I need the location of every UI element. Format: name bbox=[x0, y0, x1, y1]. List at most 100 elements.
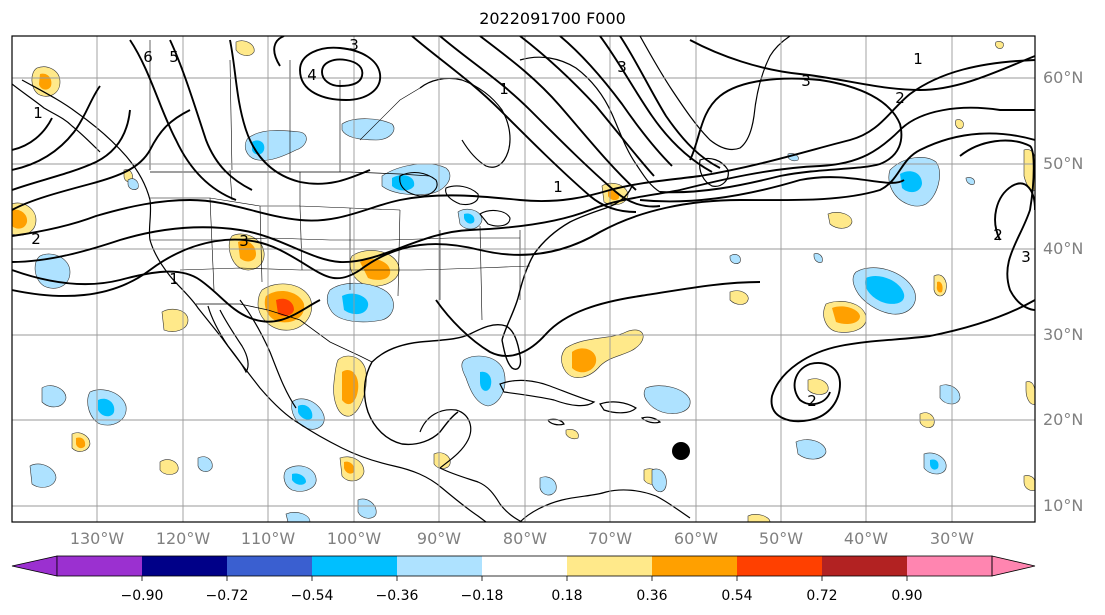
gulf-coastline bbox=[371, 324, 522, 370]
positive-patch bbox=[159, 459, 179, 475]
graticule bbox=[12, 36, 1035, 522]
contour-label: 3 bbox=[1021, 248, 1031, 266]
map-frame bbox=[11, 35, 1036, 523]
contour-line bbox=[439, 36, 661, 208]
contour-label: 1 bbox=[913, 50, 923, 68]
south-america-coastline bbox=[519, 489, 691, 522]
positive-patch bbox=[936, 281, 943, 293]
positive-patch bbox=[433, 452, 451, 469]
lat-label: 30°N bbox=[1043, 325, 1083, 344]
negative-patch bbox=[342, 293, 369, 315]
contour-line bbox=[959, 139, 1035, 311]
positive-patch bbox=[995, 41, 1004, 49]
lon-label: 60°W bbox=[674, 529, 718, 548]
contour-label: 2 bbox=[993, 226, 1003, 244]
contour-label: 1 bbox=[33, 104, 43, 122]
contour-label: 1 bbox=[553, 178, 563, 196]
negative-patch bbox=[795, 439, 827, 460]
colorbar-tick-label: 0.90 bbox=[891, 588, 922, 604]
mexico-west-coastline bbox=[239, 299, 297, 409]
negative-patch bbox=[643, 385, 691, 414]
contour-label: 3 bbox=[617, 58, 627, 76]
alaska-coastline bbox=[12, 83, 101, 153]
colorbar-tick-label: −0.90 bbox=[121, 588, 164, 604]
lon-label: 30°W bbox=[930, 529, 974, 548]
colorbar-tick-label: 0.18 bbox=[551, 588, 582, 604]
contour-line bbox=[12, 109, 191, 211]
negative-patch bbox=[813, 253, 823, 263]
puerto-rico-coastline bbox=[640, 416, 662, 424]
lat-label: 60°N bbox=[1043, 68, 1083, 87]
lon-label: 80°W bbox=[503, 529, 547, 548]
negative-patch bbox=[930, 459, 939, 470]
contour-label: 6 bbox=[143, 48, 153, 66]
contour-line bbox=[299, 46, 381, 101]
colorbar-bin bbox=[737, 556, 822, 576]
contour-line bbox=[559, 36, 673, 167]
contour-line bbox=[12, 59, 1035, 237]
colorbar-tick-label: −0.18 bbox=[461, 588, 504, 604]
central-america-coastline bbox=[439, 467, 523, 522]
contour-label: 1 bbox=[169, 270, 179, 288]
negative-patch bbox=[464, 213, 475, 224]
contour-line bbox=[129, 39, 237, 201]
lat-label: 40°N bbox=[1043, 239, 1083, 258]
contour-line bbox=[599, 36, 713, 173]
canada-coastline bbox=[419, 77, 511, 168]
contour-line bbox=[273, 36, 285, 67]
anomaly-patches bbox=[12, 40, 1035, 522]
colorbar-bin bbox=[482, 556, 567, 576]
contour-line bbox=[994, 182, 1035, 241]
longitude-labels: 130°W 120°W 110°W 100°W 90°W 80°W 70°W 6… bbox=[70, 529, 974, 548]
jamaica-coastline bbox=[547, 418, 565, 426]
positive-patch bbox=[238, 240, 256, 262]
negative-patch bbox=[341, 118, 395, 141]
positive-patch bbox=[12, 209, 28, 229]
labrador-coastline bbox=[519, 56, 661, 193]
lon-label: 130°W bbox=[70, 529, 125, 548]
positive-patch bbox=[344, 461, 355, 474]
colorbar-bin bbox=[142, 556, 227, 576]
positive-patch bbox=[572, 348, 597, 373]
positive-patch bbox=[76, 437, 86, 449]
positive-patch bbox=[955, 119, 964, 129]
colorbar-bin bbox=[822, 556, 907, 576]
negative-patch bbox=[285, 512, 311, 522]
contour-labels: 6 5 3 4 1 1 3 2 1 3 2 3 1 2 2 3 1 bbox=[31, 36, 1031, 410]
colorbar-high-extend bbox=[991, 555, 1036, 577]
positive-patch bbox=[276, 298, 294, 317]
positive-patch bbox=[832, 306, 860, 324]
canada-us-border bbox=[150, 171, 431, 177]
negative-patch bbox=[865, 275, 905, 304]
colorbar-bin bbox=[907, 556, 992, 576]
negative-patch bbox=[392, 175, 415, 191]
contour-line bbox=[770, 299, 1035, 423]
contour-line bbox=[519, 36, 655, 177]
hispaniola-coastline bbox=[599, 401, 637, 414]
contour-line bbox=[12, 106, 1035, 263]
negative-patch bbox=[197, 456, 213, 472]
storm-position-marker bbox=[672, 442, 690, 460]
colorbar-low-extend bbox=[11, 555, 58, 577]
colorbar-tick-label: 0.36 bbox=[636, 588, 667, 604]
lat-label: 10°N bbox=[1043, 496, 1083, 515]
colorbar: −0.90 −0.72 −0.54 −0.36 −0.18 0.18 0.36 … bbox=[11, 555, 1036, 604]
contour-line bbox=[659, 77, 903, 194]
contour-label: 5 bbox=[169, 48, 179, 66]
negative-patch bbox=[29, 463, 57, 488]
contour-label: 2 bbox=[807, 392, 817, 410]
contour-line bbox=[12, 85, 101, 171]
contour-line bbox=[12, 269, 321, 323]
greenland-coastline bbox=[639, 36, 791, 151]
province-borders bbox=[149, 40, 421, 172]
yucatan-coastline bbox=[419, 409, 472, 469]
positive-patch bbox=[729, 290, 749, 305]
contour-line bbox=[435, 281, 761, 357]
positive-patch bbox=[747, 514, 771, 522]
positive-patch bbox=[1025, 381, 1035, 405]
colorbar-bin bbox=[652, 556, 737, 576]
positive-patch bbox=[827, 212, 853, 229]
lat-label: 50°N bbox=[1043, 154, 1083, 173]
colorbar-bin bbox=[57, 556, 142, 576]
colorbar-bin bbox=[227, 556, 312, 576]
